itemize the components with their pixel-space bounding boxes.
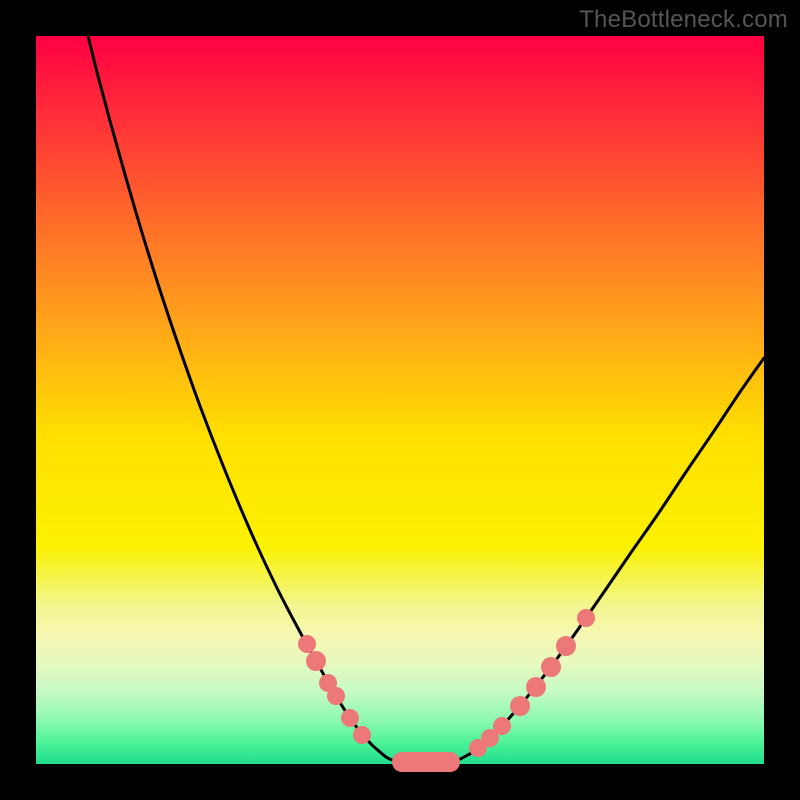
left-marker-3	[327, 687, 345, 705]
left-marker-1	[306, 651, 326, 671]
watermark-text: TheBottleneck.com	[579, 6, 788, 34]
series-group	[88, 36, 764, 762]
right-marker-6	[556, 636, 576, 656]
right-marker-3	[510, 696, 530, 716]
series-left_curve	[88, 36, 398, 762]
chart-curves	[36, 36, 764, 764]
valley-highlight-bar	[392, 752, 460, 772]
left-marker-5	[353, 726, 371, 744]
chart-area	[36, 36, 764, 764]
highlight-group	[298, 609, 595, 772]
right-marker-5	[541, 657, 561, 677]
right-marker-7	[577, 609, 595, 627]
left-marker-4	[341, 709, 359, 727]
right-marker-4	[526, 677, 546, 697]
series-right_curve	[452, 358, 764, 762]
right-marker-2	[493, 717, 511, 735]
left-marker-0	[298, 635, 316, 653]
